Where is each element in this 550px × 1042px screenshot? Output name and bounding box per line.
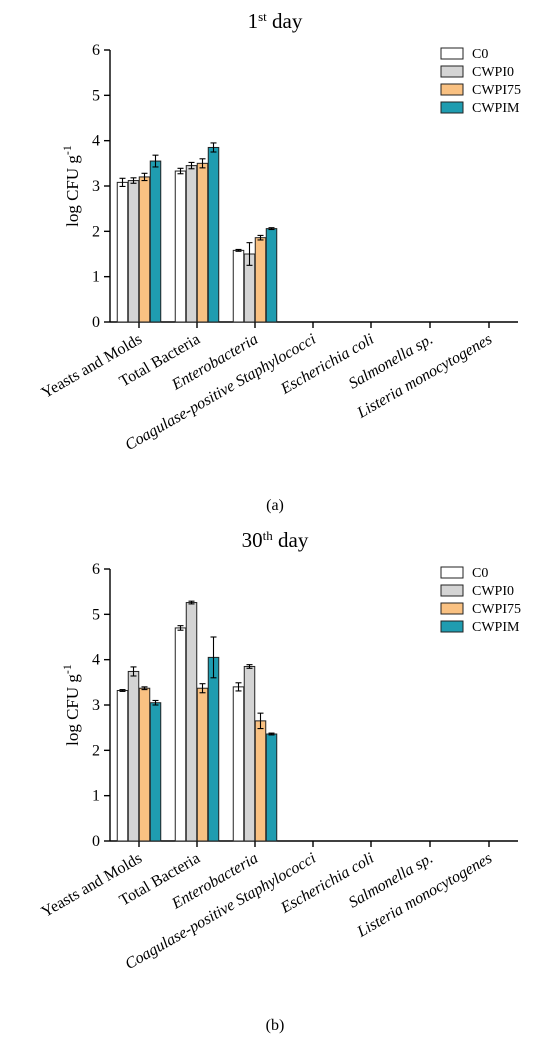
- bar: [207, 146, 220, 323]
- y-tick-label: 6: [92, 561, 100, 578]
- bar: [149, 702, 162, 842]
- chart-title-sup: th: [263, 528, 274, 543]
- legend-label: C0: [472, 566, 488, 581]
- bar: [265, 228, 278, 323]
- y-axis-label: log CFU g-1: [60, 664, 82, 746]
- y-tick-label: 5: [92, 87, 100, 104]
- bar: [127, 180, 140, 323]
- legend-swatch: [440, 101, 464, 114]
- y-axis-label: log CFU g-1: [60, 145, 82, 227]
- chart-title: 30th day: [242, 528, 309, 553]
- panel-label: (a): [266, 497, 284, 514]
- bar: [185, 602, 198, 842]
- chart-title-rest: day: [273, 528, 309, 552]
- legend-label: CWPIM: [472, 620, 520, 635]
- y-tick-label: 2: [92, 223, 100, 240]
- legend: C0 CWPI0 CWPI75 CWPIM: [440, 47, 521, 116]
- bar: [196, 162, 209, 323]
- bar: [185, 165, 198, 323]
- y-tick-label: 3: [92, 178, 100, 195]
- bar: [232, 686, 245, 842]
- legend-swatch: [440, 566, 464, 579]
- bar: [232, 249, 245, 323]
- bar: [138, 176, 151, 323]
- y-tick-label: 1: [92, 269, 100, 286]
- legend-swatch: [440, 65, 464, 78]
- chart-title-sup: st: [258, 9, 267, 24]
- legend-label: C0: [472, 47, 488, 62]
- bar: [174, 627, 187, 842]
- legend-swatch: [440, 584, 464, 597]
- bar: [243, 665, 256, 842]
- bar: [149, 160, 162, 323]
- bar: [116, 689, 129, 842]
- legend-label: CWPI0: [472, 584, 514, 599]
- legend-swatch: [440, 602, 464, 615]
- x-tick-label: Yeasts and Molds: [39, 331, 145, 402]
- y-tick-label: 6: [92, 42, 100, 59]
- y-tick-label: 4: [92, 133, 100, 150]
- bar: [207, 656, 220, 842]
- bar: [196, 687, 209, 842]
- y-tick-label: 5: [92, 606, 100, 623]
- y-axis-label-main: log CFU g: [63, 155, 82, 227]
- legend-swatch: [440, 47, 464, 60]
- y-axis-label-sup: -1: [60, 664, 74, 674]
- chart-title-main: 1: [248, 9, 259, 33]
- y-tick-label: 0: [92, 833, 100, 850]
- bar: [254, 237, 267, 323]
- legend-swatch: [440, 620, 464, 633]
- legend-label: CWPI0: [472, 65, 514, 80]
- legend-label: CWPIM: [472, 101, 520, 116]
- legend-swatch: [440, 83, 464, 96]
- x-tick-label: Yeasts and Molds: [39, 850, 145, 921]
- y-tick-label: 4: [92, 652, 100, 669]
- bar: [127, 670, 140, 842]
- y-tick-label: 0: [92, 314, 100, 331]
- chart-title: 1st day: [248, 9, 303, 34]
- bar: [254, 720, 267, 842]
- y-axis-label-sup: -1: [60, 145, 74, 155]
- panel-label: (b): [266, 1017, 285, 1034]
- y-axis-label-main: log CFU g: [63, 674, 82, 746]
- legend: C0 CWPI0 CWPI75 CWPIM: [440, 566, 521, 635]
- bar: [174, 170, 187, 323]
- bar: [116, 181, 129, 323]
- y-tick-label: 3: [92, 697, 100, 714]
- bar: [138, 687, 151, 842]
- y-tick-label: 1: [92, 788, 100, 805]
- legend-label: CWPI75: [472, 602, 521, 617]
- y-tick-label: 2: [92, 742, 100, 759]
- legend-label: CWPI75: [472, 83, 521, 98]
- bar: [265, 733, 278, 842]
- chart-title-rest: day: [267, 9, 303, 33]
- chart-panel-b: 30th day 0 1 2 3 4 5 6 log CFU g-1 Yeasts and Mol…: [39, 528, 521, 1035]
- chart-title-main: 30: [242, 528, 263, 552]
